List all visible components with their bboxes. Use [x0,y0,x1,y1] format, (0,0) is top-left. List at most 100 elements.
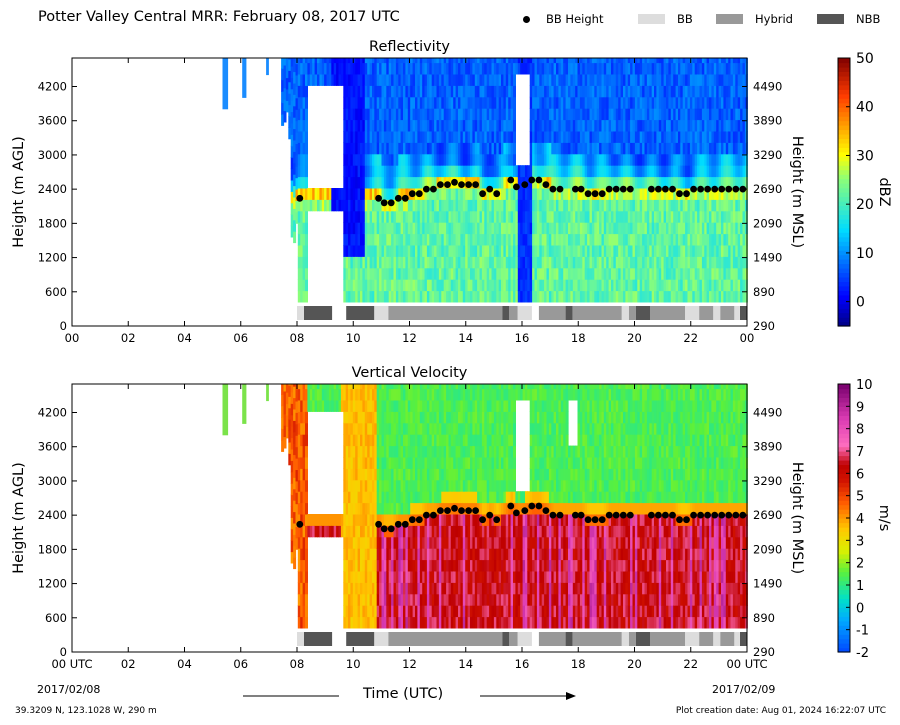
heatmap-cell [393,514,397,526]
heatmap-cell [522,188,526,200]
heatmap-cell [364,525,368,538]
heatmap-cell [481,62,485,75]
heatmap-cell [360,96,363,109]
heatmap-cell [352,165,356,178]
heatmap-cell [481,58,485,64]
heatmap-cell [732,153,736,166]
heatmap-cell [350,210,354,223]
heatmap-cell [407,479,411,492]
heatmap-cell [293,140,297,152]
heatmap-cell [357,479,361,492]
heatmap-cell [666,119,669,132]
heatmap-cell [491,153,495,166]
heatmap-cell [541,62,545,75]
heatmap-cell [613,153,617,166]
heatmap-cell [615,74,619,86]
heatmap-cell [639,108,643,121]
heatmap-cell [434,245,438,257]
heatmap-cell [369,267,373,280]
heatmap-cell [611,74,614,86]
heatmap-cell [348,525,351,538]
heatmap-cell [472,142,476,155]
heatmap-cell [548,108,552,121]
heatmap-cell [383,267,387,280]
heatmap-cell [331,62,335,75]
heatmap-cell [360,434,363,447]
heatmap-cell [393,58,397,64]
heatmap-cell [670,74,674,86]
heatmap-cell [489,267,493,280]
heatmap-cell [297,491,301,504]
heatmap-cell [620,210,624,223]
heatmap-cell [362,256,366,269]
heatmap-cell [591,131,595,143]
heatmap-cell [314,58,318,64]
heatmap-cell [505,279,509,292]
heatmap-cell [608,210,612,223]
heatmap-cell [699,96,703,109]
heatmap-cell [477,142,481,155]
heatmap-cell [302,119,306,132]
heatmap-cell [403,559,406,572]
heatmap-cell [508,199,512,212]
heatmap-cell [388,559,392,572]
heatmap-cell [666,58,669,64]
heatmap-cell [300,400,304,412]
heatmap-cell [613,62,617,75]
heatmap-cell [498,62,502,75]
heatmap-cell [618,153,622,166]
heatmap-cell [352,153,356,166]
heatmap-cell [364,479,368,492]
heatmap-cell [663,222,667,235]
heatmap-cell [740,199,744,212]
heatmap-cell [689,108,693,121]
heatmap-cell [374,108,378,121]
heatmap-cell [386,85,390,98]
heatmap-cell [522,210,526,223]
heatmap-cell [513,245,516,257]
heatmap-cell [369,85,373,98]
heatmap-cell [582,62,586,75]
heatmap-cell [481,85,485,98]
heatmap-cell [405,210,409,223]
heatmap-cell [517,222,521,235]
heatmap-cell [453,131,457,143]
heatmap-cell [694,108,698,121]
heatmap-cell [305,468,308,481]
heatmap-cell [367,165,371,178]
heatmap-cell [594,96,598,109]
heatmap-cell [484,142,488,155]
heatmap-cell [429,245,433,257]
colorbar-label: dBZ [876,177,892,206]
heatmap-cell [398,384,402,390]
y2-tick-label: 2690 [753,182,782,196]
heatmap-cell [658,279,662,292]
heatmap-cell [599,176,603,189]
heatmap-cell [606,176,610,189]
heatmap-cell [634,119,638,132]
heatmap-cell [455,267,459,280]
heatmap-cell [290,214,294,227]
heatmap-cell [355,153,359,166]
heatmap-cell [673,85,677,98]
heatmap-cell [725,108,729,121]
colorbar-step [838,299,850,305]
heatmap-cell [281,68,285,81]
heatmap-cell [364,153,368,166]
heatmap-cell [560,222,564,235]
heatmap-cell [534,267,538,280]
heatmap-cell [721,176,724,189]
heatmap-cell [393,131,397,143]
heatmap-cell [345,290,349,303]
colorbar-tick-label: 40 [856,100,874,116]
heatmap-cell [462,188,466,200]
heatmap-cell [290,426,294,439]
heatmap-cell [706,222,710,235]
heatmap-cell [379,559,383,572]
heatmap-cell [436,279,440,292]
heatmap-cell [603,62,607,75]
heatmap-cell [383,468,387,481]
heatmap-cell [575,245,579,257]
heatmap-cell [651,153,655,166]
